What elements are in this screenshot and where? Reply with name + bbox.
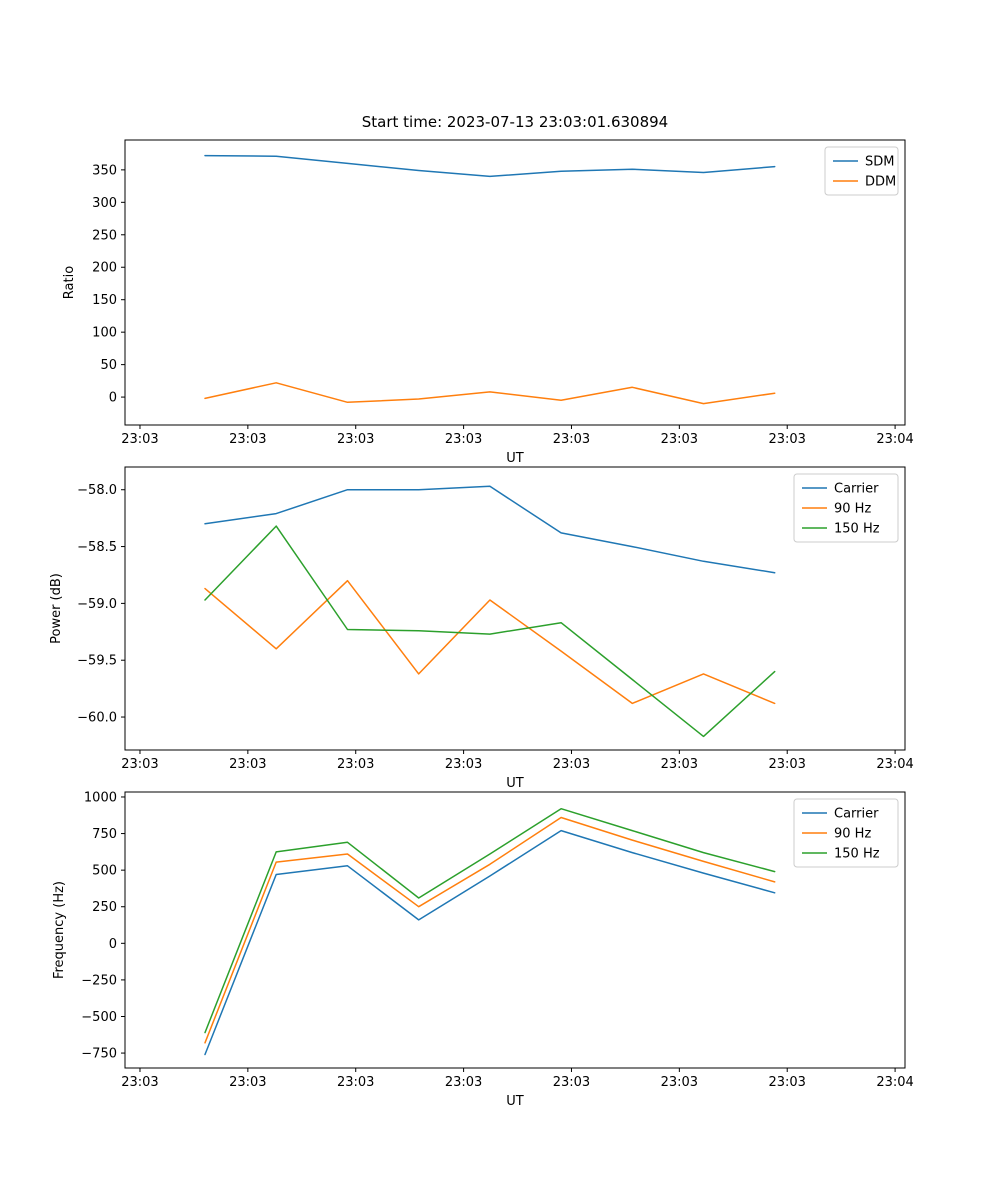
x-tick-label: 23:03 [337, 1075, 374, 1090]
x-tick-label: 23:03 [553, 757, 590, 772]
y-tick-label: −59.0 [77, 597, 117, 612]
x-tick-label: 23:03 [445, 757, 482, 772]
y-axis-label: Power (dB) [49, 573, 64, 644]
axes-frame [124, 791, 906, 1069]
y-tick-label: 500 [92, 864, 117, 879]
x-axis-label: UT [506, 776, 524, 791]
x-tick-label: 23:03 [445, 1075, 482, 1090]
x-axis-label: UT [506, 1094, 524, 1109]
y-tick-label: 250 [92, 900, 117, 915]
x-tick-label: 23:03 [768, 757, 805, 772]
x-tick-label: 23:03 [553, 432, 590, 447]
x-tick-label: 23:03 [661, 1075, 698, 1090]
y-tick-label: 50 [100, 358, 117, 373]
x-tick-label: 23:03 [229, 757, 266, 772]
x-tick-label: 23:03 [768, 432, 805, 447]
legend-box [824, 146, 899, 196]
x-tick-label: 23:03 [337, 757, 374, 772]
y-tick-label: 250 [92, 228, 117, 243]
y-tick-label: 0 [109, 391, 117, 406]
series-line-carrier [204, 829, 776, 1056]
y-tick-label: −60.0 [77, 711, 117, 726]
series-line-90-hz [204, 816, 776, 1044]
y-tick-label: 1000 [84, 790, 117, 805]
y-tick-label: −58.0 [77, 483, 117, 498]
x-tick-label: 23:03 [229, 432, 266, 447]
y-tick-label: 100 [92, 326, 117, 341]
legend-label-carrier: Carrier [834, 807, 879, 822]
legend-label-ddm: DDM [865, 175, 896, 190]
legend-label-sdm: SDM [865, 155, 894, 170]
y-axis-label: Frequency (Hz) [52, 881, 67, 979]
x-tick-label: 23:04 [876, 432, 913, 447]
legend-label-carrier: Carrier [834, 482, 879, 497]
x-tick-label: 23:03 [121, 432, 158, 447]
y-tick-label: 300 [92, 196, 117, 211]
axes-frame [124, 139, 906, 426]
y-tick-label: −500 [81, 1010, 117, 1025]
legend-label-90-hz: 90 Hz [834, 502, 871, 517]
x-tick-label: 23:04 [876, 757, 913, 772]
series-line-150-hz [204, 807, 776, 1034]
figure-title: Start time: 2023-07-13 23:03:01.630894 [361, 113, 669, 131]
x-tick-label: 23:03 [121, 757, 158, 772]
series-line-90-hz [204, 579, 776, 705]
legend-box [793, 798, 899, 868]
series-line-sdm [204, 154, 776, 178]
y-tick-label: −58.5 [77, 540, 117, 555]
x-tick-label: 23:03 [768, 1075, 805, 1090]
x-tick-label: 23:03 [661, 757, 698, 772]
x-tick-label: 23:03 [229, 1075, 266, 1090]
y-axis-label: Ratio [62, 266, 77, 299]
x-tick-label: 23:03 [445, 432, 482, 447]
x-tick-label: 23:03 [553, 1075, 590, 1090]
y-tick-label: 150 [92, 293, 117, 308]
legend-label-90-hz: 90 Hz [834, 827, 871, 842]
series-line-150-hz [204, 525, 776, 738]
legend-label-150-hz: 150 Hz [834, 847, 880, 862]
y-tick-label: 350 [92, 163, 117, 178]
y-tick-label: −59.5 [77, 654, 117, 669]
x-tick-label: 23:03 [337, 432, 374, 447]
legend-label-150-hz: 150 Hz [834, 522, 880, 537]
x-axis-label: UT [506, 451, 524, 466]
x-tick-label: 23:03 [661, 432, 698, 447]
legend-box [793, 473, 899, 543]
y-tick-label: 750 [92, 827, 117, 842]
y-tick-label: −750 [81, 1047, 117, 1062]
series-line-ddm [204, 382, 776, 405]
y-tick-label: −250 [81, 973, 117, 988]
axes-frame [124, 466, 906, 751]
y-tick-label: 200 [92, 261, 117, 276]
x-tick-label: 23:03 [121, 1075, 158, 1090]
y-tick-label: 0 [109, 937, 117, 952]
x-tick-label: 23:04 [876, 1075, 913, 1090]
series-line-carrier [204, 485, 776, 574]
